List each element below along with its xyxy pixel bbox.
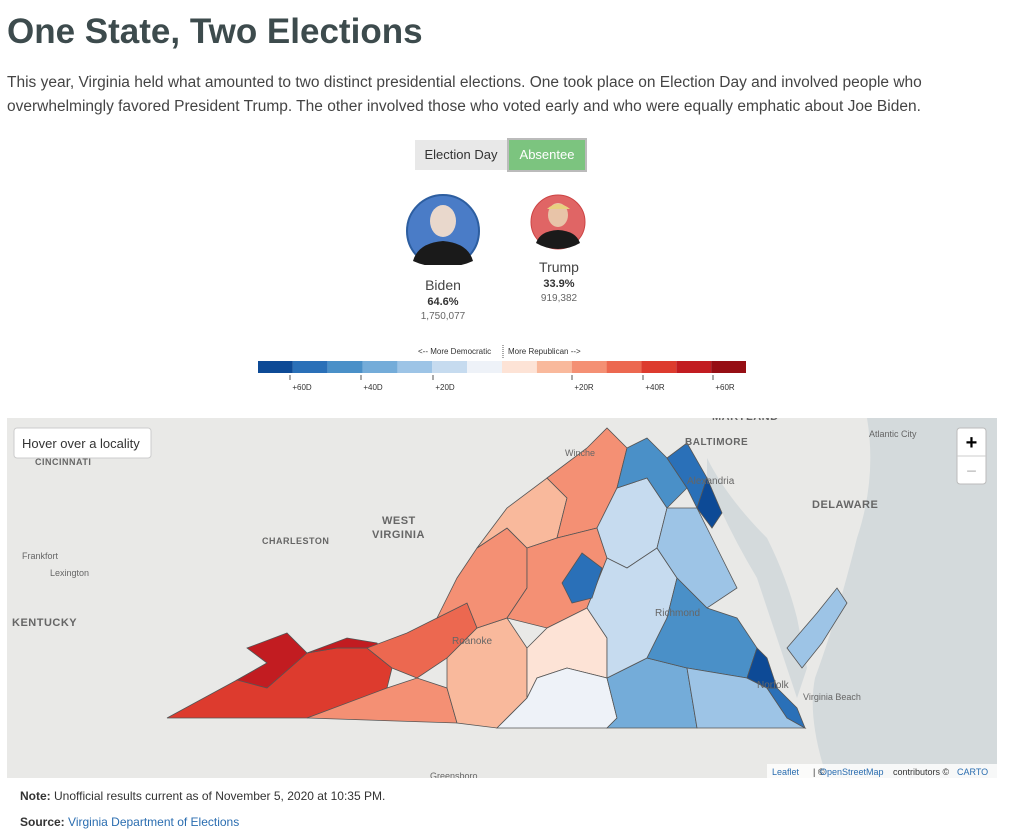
legend-swatch bbox=[676, 361, 712, 373]
locality bbox=[235, 632, 308, 689]
trump-hair bbox=[547, 204, 570, 209]
map-label: Frankfort bbox=[22, 551, 59, 561]
intro: This year, Virginia held what amounted t… bbox=[7, 74, 922, 115]
legend-caption: <-- More Democratic bbox=[418, 347, 492, 356]
legend-tick-label: +60D bbox=[292, 383, 312, 392]
map-label: VIRGINIA bbox=[372, 529, 425, 541]
locality bbox=[786, 587, 848, 669]
map-label: BALTIMORE bbox=[685, 437, 748, 448]
candidate-name: Biden bbox=[425, 277, 461, 293]
biden-face bbox=[430, 205, 456, 237]
toggle-button-active[interactable]: Absentee bbox=[507, 138, 587, 172]
legend-tick-label: +20R bbox=[574, 383, 594, 392]
hover-label: Hover over a locality bbox=[22, 436, 140, 451]
map-label: Winche bbox=[565, 448, 595, 458]
map-label: Richmond bbox=[655, 608, 700, 619]
attribution: | © bbox=[813, 767, 825, 777]
legend-swatch bbox=[432, 361, 468, 373]
trump-suit bbox=[536, 230, 580, 249]
source: Source: Virginia Department of Elections bbox=[20, 815, 239, 829]
legend-swatch bbox=[502, 361, 537, 373]
biden-suit bbox=[413, 241, 473, 265]
map-label: WEST bbox=[382, 515, 416, 527]
zoom-in[interactable]: + bbox=[966, 432, 978, 454]
legend-swatch bbox=[258, 361, 293, 373]
candidate-name: Trump bbox=[539, 259, 579, 275]
locality bbox=[306, 677, 458, 724]
attribution: OpenStreetMap bbox=[820, 767, 884, 777]
map-label: MARYLAND bbox=[712, 418, 779, 423]
attribution: Leaflet bbox=[772, 767, 800, 777]
candidate-pct: 33.9% bbox=[543, 278, 575, 290]
legend-swatch bbox=[397, 361, 433, 373]
map-label: Lexington bbox=[50, 568, 89, 578]
map: MARYLAND BALTIMORE Atlantic City Winche Alex… bbox=[7, 418, 997, 778]
legend bbox=[258, 345, 746, 380]
locality bbox=[746, 647, 778, 689]
legend-tick-label: +60R bbox=[715, 383, 735, 392]
legend-tick-label: +20D bbox=[435, 383, 455, 392]
map-label: Norfolk bbox=[757, 680, 790, 691]
toggle-button[interactable]: Election Day bbox=[415, 140, 507, 170]
map-label: DELAWARE bbox=[812, 499, 878, 511]
legend-swatch bbox=[571, 361, 607, 373]
legend-tick-label: +40R bbox=[645, 383, 665, 392]
candidate-votes: 1,750,077 bbox=[420, 311, 466, 322]
attribution-bg bbox=[767, 764, 997, 778]
legend-caption: More Republican --> bbox=[508, 347, 581, 356]
map-label: Roanoke bbox=[452, 636, 492, 647]
map-label: CHARLESTON bbox=[262, 536, 329, 546]
attribution: contributors © bbox=[893, 767, 950, 777]
map-label: KENTUCKY bbox=[12, 617, 77, 629]
candidate-pct: 64.6% bbox=[427, 296, 459, 308]
map-label: Alexandria bbox=[687, 476, 735, 487]
locality bbox=[561, 552, 603, 604]
legend-swatch bbox=[711, 361, 746, 373]
map-label: Virginia Beach bbox=[803, 692, 861, 702]
candidate: Biden 64.6% 1,750,077 bbox=[383, 277, 503, 322]
map-label: Atlantic City bbox=[869, 429, 917, 439]
attribution: CARTO bbox=[957, 767, 988, 777]
locality bbox=[766, 687, 806, 729]
legend-swatch bbox=[292, 361, 328, 373]
candidate-votes: 919,382 bbox=[540, 293, 578, 304]
note-label: Note: bbox=[20, 789, 51, 803]
localities bbox=[166, 427, 848, 729]
map-label: Greensboro bbox=[430, 771, 478, 778]
source-link[interactable]: Virginia Department of Elections bbox=[68, 815, 240, 829]
candidate-photos bbox=[406, 194, 586, 265]
note-text: Unofficial results current as of Novembe… bbox=[54, 789, 386, 803]
legend-swatch bbox=[467, 361, 502, 373]
ocean bbox=[812, 418, 997, 778]
legend-swatch bbox=[641, 361, 677, 373]
legend-swatch bbox=[362, 361, 398, 373]
legend-swatch bbox=[536, 361, 572, 373]
note: Note: Unofficial results current as of N… bbox=[20, 789, 385, 803]
source-label: Source: bbox=[20, 815, 65, 829]
legend-tick-label: +40D bbox=[363, 383, 383, 392]
zoom-out[interactable]: − bbox=[966, 461, 977, 481]
title: One State, Two Elections bbox=[7, 12, 423, 51]
map-label: CINCINNATI bbox=[35, 457, 91, 467]
bay bbox=[707, 458, 807, 698]
locality bbox=[696, 476, 723, 529]
map-labels: MARYLAND BALTIMORE Atlantic City Winche Alex… bbox=[12, 418, 917, 778]
legend-swatch bbox=[327, 361, 363, 373]
legend-swatch bbox=[606, 361, 642, 373]
hover-box bbox=[13, 427, 152, 459]
locality bbox=[616, 437, 688, 509]
candidate: Trump 33.9% 919,382 bbox=[499, 259, 619, 304]
